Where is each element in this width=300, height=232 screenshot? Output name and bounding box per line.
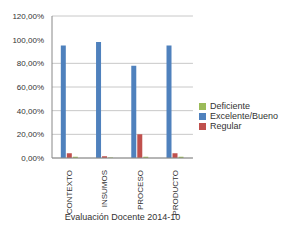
svg-text:Evaluación Docente 2014-10: Evaluación Docente 2014-10 bbox=[65, 212, 181, 222]
svg-text:40,00%: 40,00% bbox=[17, 107, 44, 116]
svg-text:80,00%: 80,00% bbox=[17, 59, 44, 68]
svg-text:100,00%: 100,00% bbox=[12, 36, 44, 45]
svg-text:INSUMOS: INSUMOS bbox=[100, 170, 109, 207]
svg-text:0,00%: 0,00% bbox=[21, 154, 44, 163]
svg-text:60,00%: 60,00% bbox=[17, 83, 44, 92]
svg-text:PRODUCTO: PRODUCTO bbox=[171, 170, 180, 216]
svg-text:CONTEXTO: CONTEXTO bbox=[65, 170, 74, 214]
svg-text:20,00%: 20,00% bbox=[17, 130, 44, 139]
svg-text:PROCESO: PROCESO bbox=[136, 170, 145, 210]
html-text:Excelente/Bueno: Excelente/Bueno bbox=[209, 111, 278, 121]
html-text:Deficiente: Deficiente bbox=[209, 101, 250, 111]
html-text:Regular: Regular bbox=[209, 121, 242, 131]
svg-text:120,00%: 120,00% bbox=[12, 12, 44, 21]
